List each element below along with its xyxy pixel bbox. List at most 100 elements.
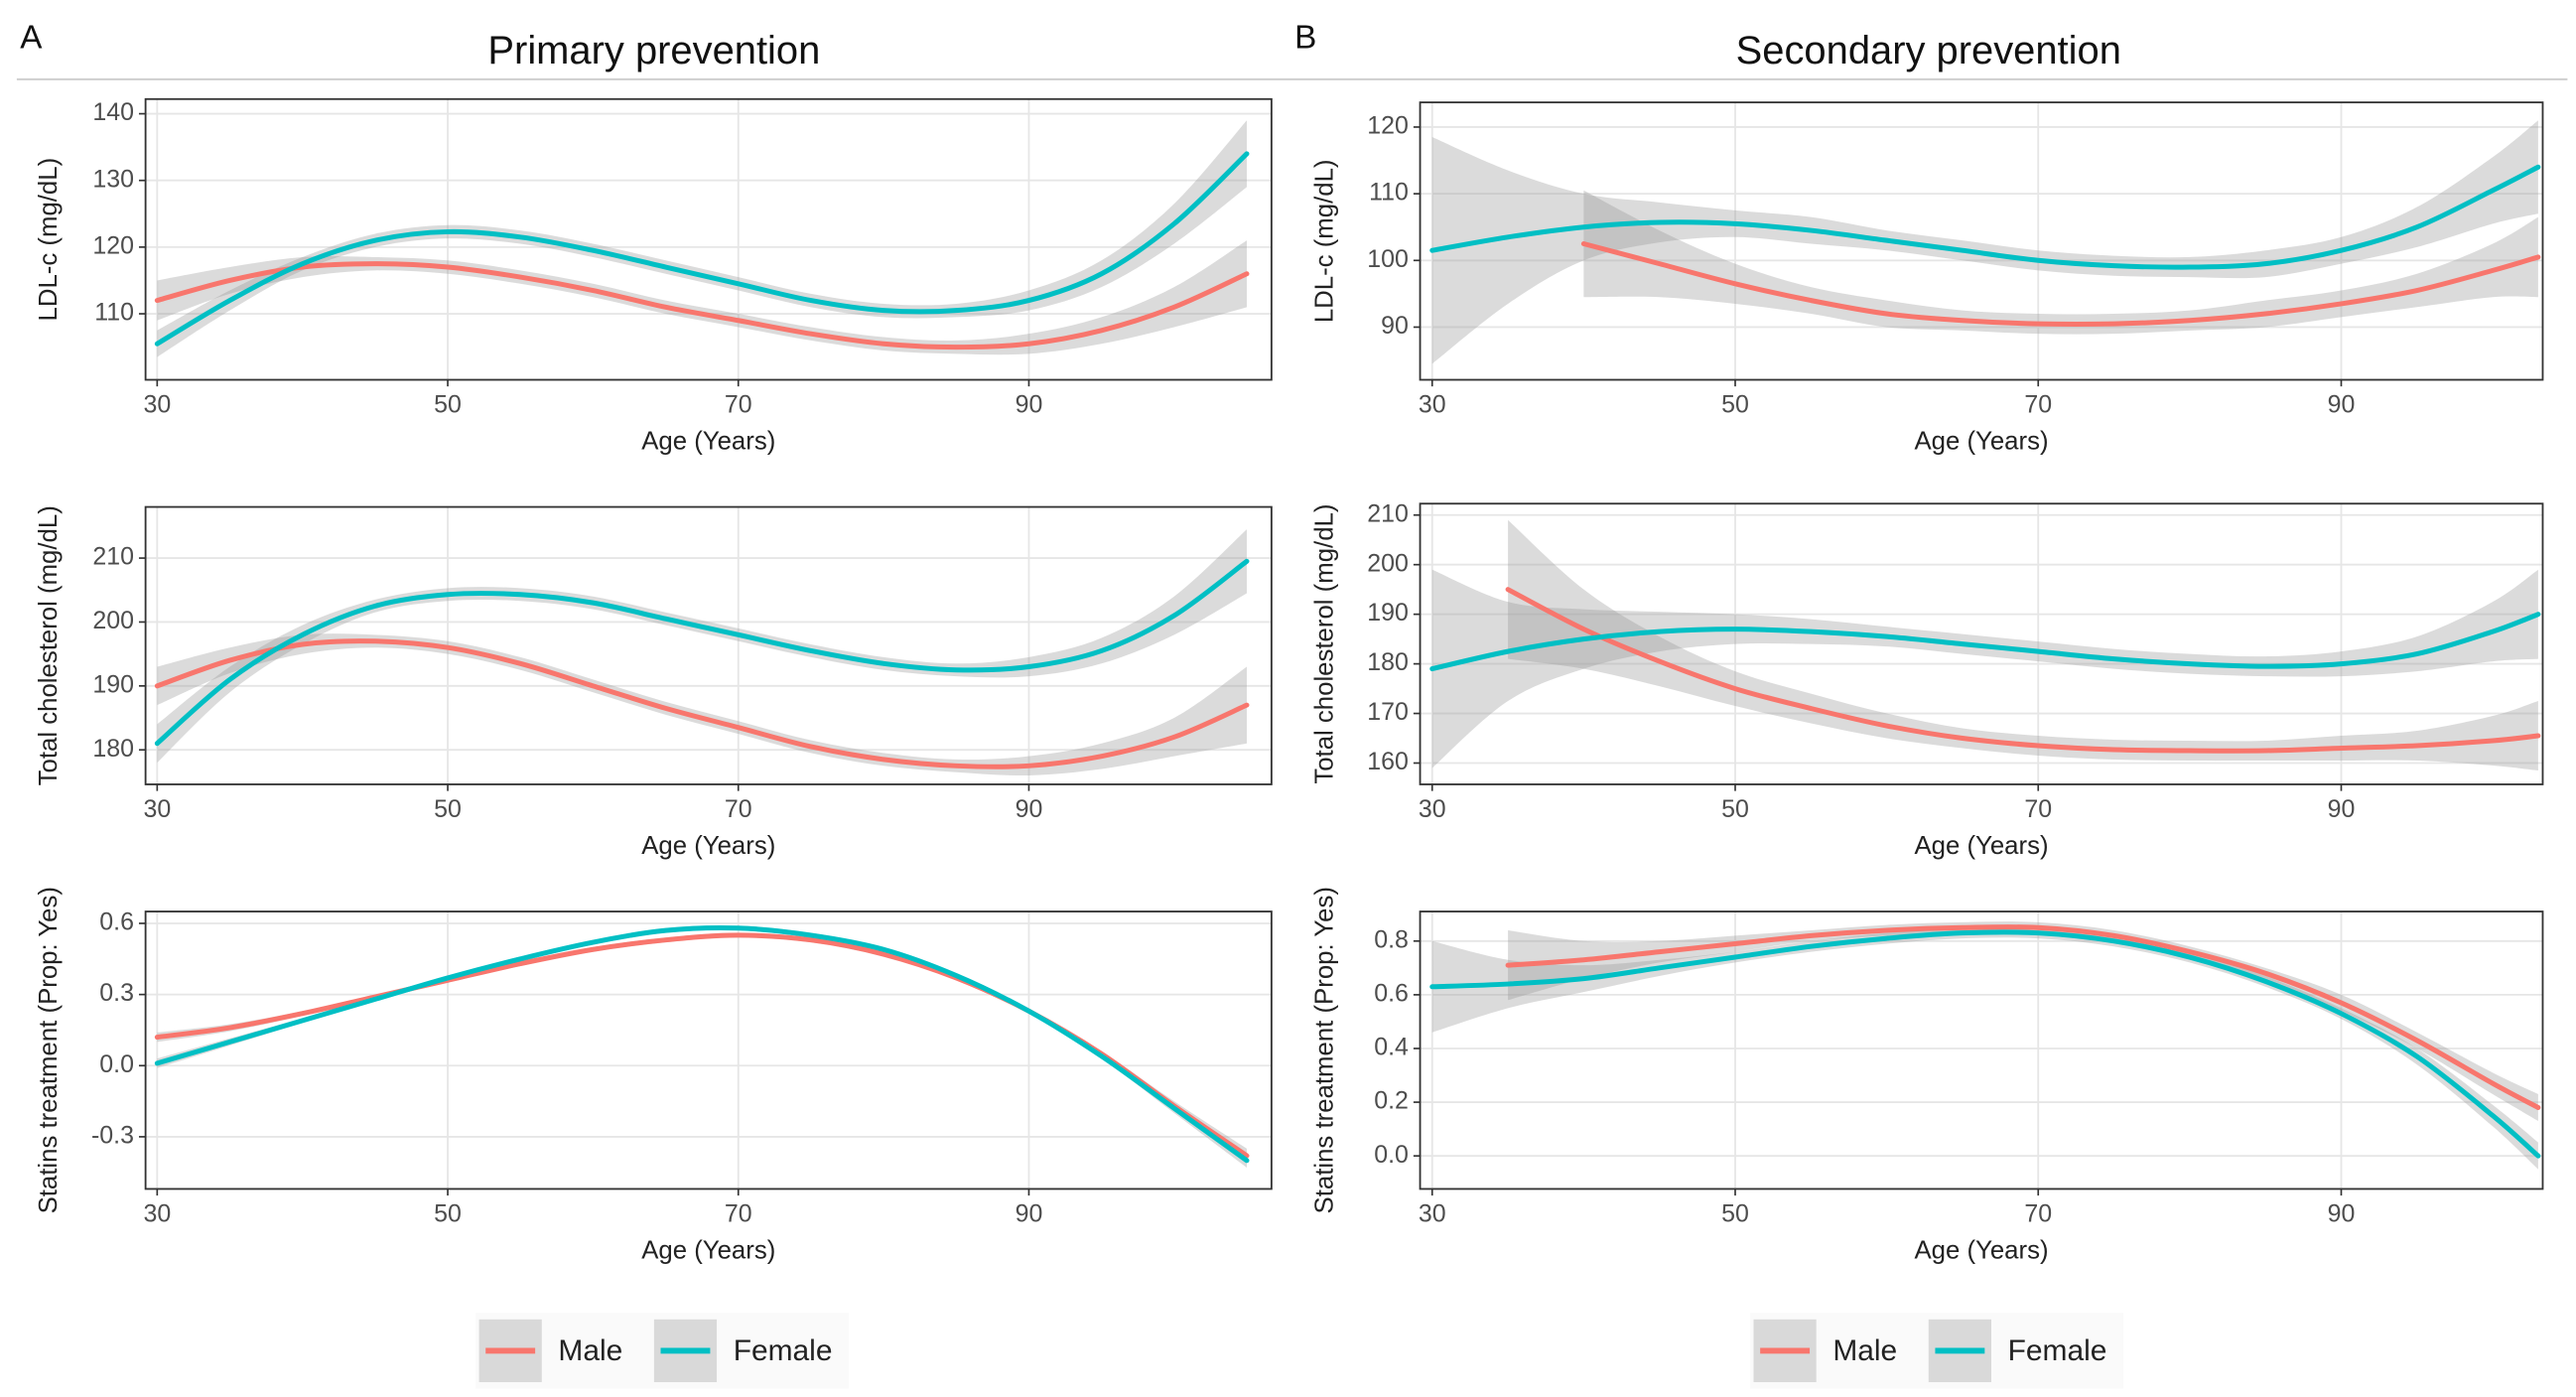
legend-label: Male <box>1832 1334 1897 1367</box>
y-tick-label: 160 <box>1367 748 1409 775</box>
y-axis-label: Statins treatment (Prop: Yes) <box>35 887 63 1213</box>
series-line <box>154 924 1250 1164</box>
panel: 30 50 70 90 110 120 130 140 Age (Years) LDL-c (mg… <box>35 97 1273 456</box>
panel-title: Secondary prevention <box>1736 29 2121 72</box>
x-axis-label: Age (Years) <box>641 428 775 456</box>
y-tick-label: 200 <box>92 607 134 634</box>
y-tick-label: 210 <box>92 543 134 571</box>
series-line <box>1505 587 2541 754</box>
x-tick-label: 30 <box>143 391 171 419</box>
panel-label: B <box>1294 20 1316 57</box>
series-line <box>154 261 1250 350</box>
y-tick-label: 0.6 <box>1374 979 1409 1007</box>
plot-background <box>145 911 1272 1189</box>
x-axis-label: Age (Years) <box>1914 1236 2048 1264</box>
plot-area <box>1429 921 2541 1170</box>
y-tick-label: 100 <box>1367 245 1409 273</box>
panel: 30 50 70 90 -0.3 0.0 0.3 0.6 Age (Years) Statins … <box>35 887 1273 1264</box>
panel: 30 50 70 90 0.0 0.2 0.4 0.6 0.8 Age (Years) Statin… <box>1311 887 2544 1264</box>
x-tick-label: 70 <box>725 1200 752 1228</box>
y-tick-label: 210 <box>1367 499 1409 527</box>
y-tick-label: 110 <box>1369 179 1409 207</box>
y-tick-label: 90 <box>1381 312 1409 340</box>
x-tick-label: 90 <box>2328 1200 2356 1228</box>
y-axis-label: Statins treatment (Prop: Yes) <box>1311 887 1339 1213</box>
x-tick-label: 70 <box>2024 1200 2052 1228</box>
x-axis-label: Age (Years) <box>641 1236 775 1264</box>
x-tick-label: 90 <box>1016 391 1043 419</box>
x-tick-label: 30 <box>1419 391 1446 419</box>
series-line <box>1429 164 2541 270</box>
y-tick-label: -0.3 <box>91 1122 134 1150</box>
panel: 30 50 70 90 90 100 110 120 Age (Years) LDL-c (mg/… <box>1311 101 2544 456</box>
plot-border <box>144 97 1273 381</box>
y-axis-label: Total cholesterol (mg/dL) <box>35 505 63 785</box>
y-tick-label: 170 <box>1367 698 1409 726</box>
plot-area <box>154 924 1250 1168</box>
plot-border <box>1419 910 2544 1190</box>
y-tick-label: 180 <box>1367 648 1409 676</box>
y-tick-label: 190 <box>1367 599 1409 627</box>
y-tick-label: 0.2 <box>1374 1087 1409 1115</box>
y-axis-label: LDL-c (mg/dL) <box>35 158 63 322</box>
panel: 30 50 70 90 180 190 200 210 Age (Years) Total cho… <box>35 505 1273 860</box>
y-tick-label: 120 <box>1367 112 1409 140</box>
plot-area <box>154 529 1250 776</box>
legend-label: Female <box>734 1334 833 1367</box>
confidence-band <box>1583 190 2538 335</box>
panel-label: A <box>20 20 43 57</box>
y-tick-label: 0.8 <box>1374 925 1409 953</box>
series-line <box>154 638 1250 769</box>
series-line <box>1505 924 2541 1110</box>
y-tick-label: 130 <box>92 165 134 193</box>
x-axis-label: Age (Years) <box>1914 832 2048 860</box>
y-tick-label: 0.0 <box>1374 1141 1409 1169</box>
plot-background <box>1420 102 2543 380</box>
series-line <box>1429 929 2541 1159</box>
x-tick-label: 70 <box>725 391 752 419</box>
x-tick-label: 70 <box>725 795 752 823</box>
plot-background <box>145 506 1272 784</box>
panel: 30 50 70 90 160 170 180 190 200 210 Age (Years) Tot… <box>1311 499 2544 860</box>
x-axis-label: Age (Years) <box>641 832 775 860</box>
y-tick-label: 0.6 <box>99 908 134 936</box>
confidence-band <box>1431 569 2538 768</box>
x-axis-label: Age (Years) <box>1914 428 2048 456</box>
legend-label: Female <box>2008 1334 2107 1367</box>
x-tick-label: 50 <box>1721 1200 1749 1228</box>
plot-area <box>1429 519 2541 770</box>
y-tick-label: 0.0 <box>99 1050 134 1078</box>
x-tick-label: 50 <box>1721 391 1749 419</box>
y-tick-label: 180 <box>92 735 134 763</box>
x-tick-label: 30 <box>143 795 171 823</box>
confidence-band <box>157 240 1247 355</box>
x-tick-label: 50 <box>434 795 462 823</box>
confidence-band <box>1431 120 2538 364</box>
plot-border <box>1419 502 2544 785</box>
y-axis-label: Total cholesterol (mg/dL) <box>1311 504 1339 784</box>
x-tick-label: 30 <box>1419 795 1446 823</box>
x-tick-label: 70 <box>2024 391 2052 419</box>
x-tick-label: 30 <box>143 1200 171 1228</box>
x-tick-label: 50 <box>434 1200 462 1228</box>
x-tick-label: 70 <box>2024 795 2052 823</box>
legend-label: Male <box>558 1334 622 1367</box>
x-tick-label: 30 <box>1419 1200 1446 1228</box>
confidence-band <box>1508 519 2538 770</box>
plot-border <box>1419 101 2544 381</box>
y-axis-label: LDL-c (mg/dL) <box>1311 159 1339 323</box>
y-tick-label: 190 <box>92 670 134 698</box>
confidence-band <box>157 633 1247 776</box>
y-tick-label: 140 <box>92 98 134 126</box>
y-tick-label: 0.3 <box>99 979 134 1007</box>
y-tick-label: 110 <box>94 299 134 327</box>
x-tick-label: 90 <box>1016 795 1043 823</box>
x-tick-label: 50 <box>1721 795 1749 823</box>
plot-border <box>144 505 1273 785</box>
x-tick-label: 90 <box>2328 795 2356 823</box>
x-tick-label: 90 <box>2328 391 2356 419</box>
y-tick-label: 0.4 <box>1374 1034 1409 1061</box>
series-line <box>1580 241 2541 328</box>
plot-area <box>1429 120 2541 364</box>
